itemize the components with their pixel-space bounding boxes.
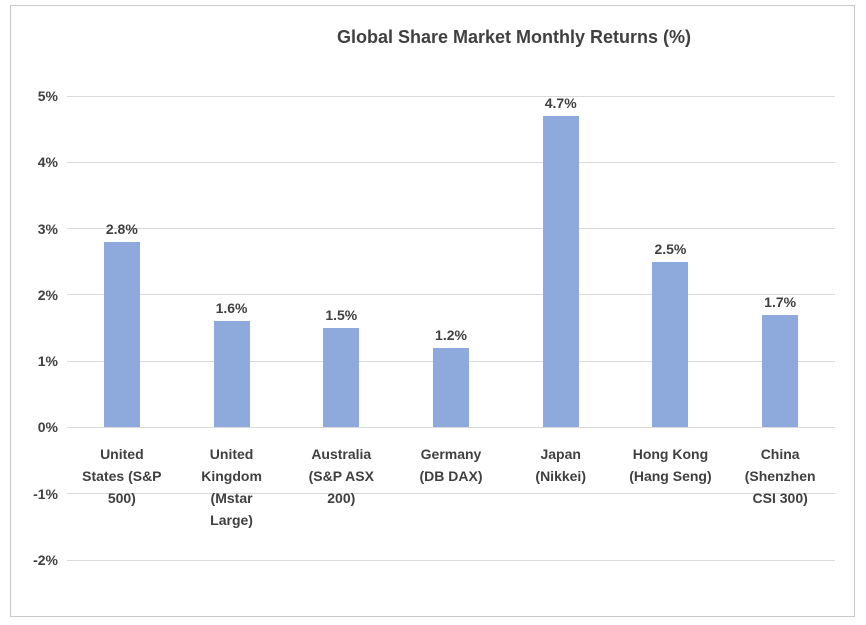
chart-frame-border [10,5,855,617]
x-axis-category-label: Australia (S&P ASX 200) [285,443,397,509]
bar-value-label: 1.2% [435,326,467,343]
x-axis-category-label: Hong Kong (Hang Seng) [614,443,726,487]
y-axis-tick-label: -2% [33,552,58,568]
bar-value-label: 2.8% [105,220,138,237]
gridline [67,294,835,296]
gridline [67,161,835,163]
x-axis-category-label-line: 200) [327,490,356,507]
y-axis-tick-label: -1% [33,485,58,502]
bar [213,321,250,428]
x-axis-category-label-line: (Hang Seng) [629,468,712,485]
x-axis-category-label: Japan (Nikkei) [505,443,617,487]
bar-value-label: 4.7% [544,94,577,111]
x-axis-category-label-line: (DB DAX) [419,468,483,485]
gridline [67,559,835,561]
gridline [67,493,835,495]
x-axis-category-label-line: (Nikkei) [535,468,586,485]
x-axis-category-label-line: 500) [107,490,136,507]
bar [652,261,689,428]
y-axis-tick-label: 1% [37,353,58,370]
bar [433,347,469,428]
x-axis-category-label-line: Kingdom [201,468,262,485]
x-axis-category-label-line: Japan [540,446,581,463]
bar [323,328,360,428]
x-axis-category-label-line: United [100,446,144,463]
x-axis-category-label-line: China [760,446,800,463]
gridline [67,228,835,230]
x-axis-category-label-line: States (S&P [82,468,162,485]
x-axis-category-label-line: (Mstar [210,490,253,507]
y-axis-tick-label: 2% [37,286,58,303]
bar [762,314,799,428]
x-axis-category-label: China (Shenzhen CSI 300) [724,443,836,509]
x-axis-category-label: United States (S&P 500) [66,443,178,509]
x-axis-category-label-line: Australia [311,446,372,463]
x-axis-category-label: Germany (DB DAX) [395,443,507,487]
y-axis-tick-label: 0% [37,419,58,436]
x-axis-category-label-line: CSI 300) [752,490,808,507]
chart-title: Global Share Market Monthly Returns (%) [336,27,692,47]
y-axis-tick-label: 4% [37,154,58,171]
x-axis-category-label: United Kingdom (Mstar Large) [176,443,288,531]
bar [103,241,140,428]
x-axis-category-label-line: Large) [210,512,253,529]
x-axis-category-label-line: (Shenzhen [744,468,816,485]
x-axis-category-label-line: (S&P ASX [308,468,374,485]
bar-value-label: 2.5% [654,240,687,257]
bar-value-label: 1.6% [215,300,248,317]
gridline [67,426,835,428]
bar-value-label: 1.5% [325,307,358,323]
x-axis-category-label-line: United [209,446,254,463]
bar [542,115,579,428]
x-axis-category-label-line: Germany [420,446,482,463]
bar-value-label: 1.7% [764,293,797,310]
gridline [67,95,835,97]
y-axis-tick-label: 3% [37,220,58,237]
y-axis-tick-label: 5% [37,88,58,104]
x-axis-category-label-line: Hong Kong [632,446,709,463]
